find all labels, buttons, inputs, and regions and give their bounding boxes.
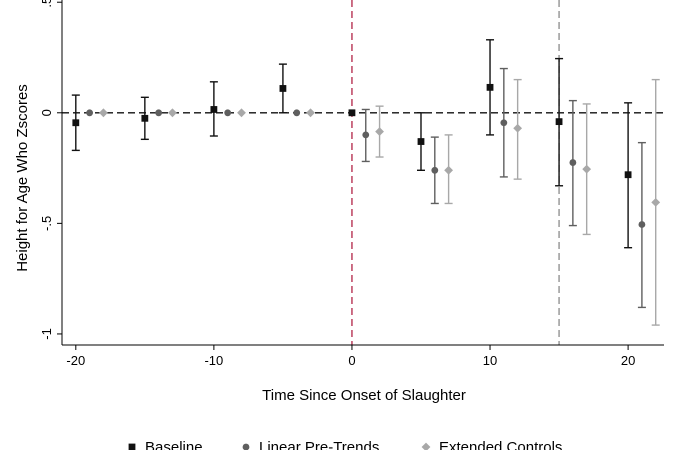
y-tick-label: -1 [39, 328, 54, 340]
legend: Baseline Linear Pre-Trends Extended Contro… [128, 439, 562, 450]
data-point [168, 108, 177, 118]
data-point [224, 109, 232, 117]
data-point [279, 85, 287, 92]
data-point [513, 123, 523, 133]
series-extended-controls [99, 78, 661, 326]
series-linear-pre-trends [86, 67, 646, 309]
data-point [555, 118, 563, 126]
legend-label: Baseline [145, 439, 203, 450]
data-point [72, 119, 80, 127]
data-point [375, 127, 384, 136]
data-point [362, 131, 370, 139]
y-axis-title: Height for Age Who Zscores [14, 84, 31, 272]
y-tick-label: .5 [39, 0, 54, 8]
data-point [444, 165, 454, 175]
data-point [638, 221, 646, 228]
data-point [348, 109, 356, 117]
y-tick-label: -.5 [39, 216, 54, 231]
x-tick-label: 20 [621, 353, 635, 368]
data-point [210, 106, 218, 113]
data-point [141, 114, 149, 122]
x-tick-label: -20 [66, 353, 85, 368]
x-tick-label: -10 [204, 353, 223, 368]
legend-marker [421, 442, 431, 450]
data-point [99, 108, 108, 118]
x-tick-label: 0 [348, 353, 355, 368]
data-point [86, 109, 94, 117]
data-point [582, 164, 592, 174]
data-point [237, 108, 246, 118]
legend-marker [128, 443, 136, 450]
plot-area [62, 0, 664, 345]
data-point [624, 171, 632, 179]
series-baseline [71, 39, 633, 249]
x-tick-label: 10 [483, 353, 497, 368]
data-point [651, 197, 661, 207]
legend-label: Linear Pre-Trends [259, 439, 379, 450]
data-point [293, 109, 301, 117]
data-point [569, 159, 577, 166]
legend-marker [242, 443, 250, 450]
y-tick-label: 0 [39, 109, 54, 116]
legend-label: Extended Controls [439, 439, 562, 450]
x-axis-title: Time Since Onset of Slaughter [262, 387, 466, 404]
data-point [486, 83, 494, 91]
data-point [155, 109, 163, 117]
data-point [306, 108, 315, 118]
axes: -20 -10 0 10 20 -1 -.5 0 .5 [39, 0, 664, 368]
data-point [417, 138, 425, 145]
data-point [431, 166, 439, 174]
data-point [500, 119, 508, 127]
